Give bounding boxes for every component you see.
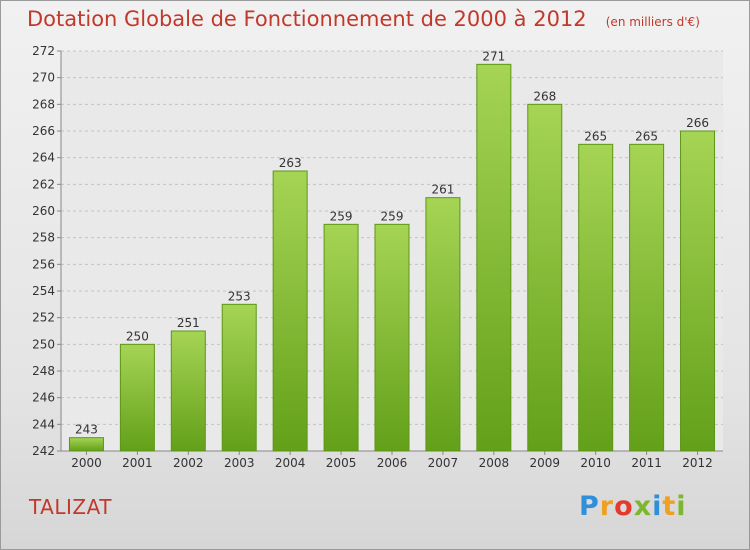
- y-tick-label: 252: [32, 311, 55, 325]
- x-tick-label: 2011: [631, 456, 662, 470]
- logo-letter: x: [633, 491, 653, 522]
- x-tick-label: 2010: [580, 456, 611, 470]
- y-tick-label: 260: [32, 204, 55, 218]
- y-tick-label: 264: [32, 151, 55, 165]
- x-tick-label: 2002: [173, 456, 204, 470]
- bar: [578, 143, 614, 452]
- y-tick-label: 266: [32, 124, 55, 138]
- x-tick-label: 2009: [529, 456, 560, 470]
- data-label: 271: [482, 49, 505, 63]
- logo-letter: t: [662, 491, 677, 522]
- y-tick-label: 254: [32, 284, 55, 298]
- logo-letter: i: [652, 491, 663, 522]
- y-tick-label: 270: [32, 71, 55, 85]
- y-tick-label: 248: [32, 364, 55, 378]
- bar: [221, 303, 257, 452]
- bar: [425, 197, 461, 452]
- data-label: 253: [228, 289, 251, 303]
- x-tick-label: 2005: [326, 456, 357, 470]
- axes: 2422442462482502522542562582602622642662…: [32, 44, 723, 470]
- chart-subtitle: (en milliers d'€): [605, 15, 700, 29]
- x-tick-label: 2003: [224, 456, 255, 470]
- x-tick-label: 2001: [122, 456, 153, 470]
- data-label: 265: [635, 129, 658, 143]
- x-tick-label: 2007: [428, 456, 459, 470]
- data-label: 250: [126, 329, 149, 343]
- y-tick-label: 272: [32, 44, 55, 58]
- bars: [68, 63, 716, 452]
- data-label: 251: [177, 316, 200, 330]
- y-tick-label: 256: [32, 257, 55, 271]
- logo-letter: r: [599, 491, 615, 522]
- bar: [527, 103, 563, 452]
- data-label: 263: [279, 156, 302, 170]
- bar: [374, 223, 410, 452]
- bar: [272, 170, 308, 452]
- logo-letter: o: [614, 491, 634, 522]
- chart-title: Dotation Globale de Fonctionnement de 20…: [27, 7, 587, 31]
- y-tick-label: 258: [32, 231, 55, 245]
- bar: [680, 130, 716, 452]
- x-tick-label: 2012: [682, 456, 713, 470]
- bar: [629, 143, 665, 452]
- y-tick-label: 242: [32, 444, 55, 458]
- logo-letter: i: [676, 491, 687, 522]
- y-tick-label: 246: [32, 391, 55, 405]
- data-label: 265: [584, 129, 607, 143]
- commune-name: TALIZAT: [29, 495, 112, 519]
- y-tick-label: 244: [32, 417, 55, 431]
- logo-letter: P: [579, 491, 600, 522]
- data-label: 259: [330, 209, 353, 223]
- y-tick-label: 262: [32, 177, 55, 191]
- bar: [68, 437, 104, 452]
- y-tick-label: 250: [32, 337, 55, 351]
- data-label: 261: [431, 183, 454, 197]
- data-label: 243: [75, 423, 98, 437]
- data-label: 259: [381, 209, 404, 223]
- bar: [323, 223, 359, 452]
- bar: [170, 330, 206, 452]
- y-tick-label: 268: [32, 97, 55, 111]
- bar: [476, 63, 512, 452]
- x-tick-label: 2006: [377, 456, 408, 470]
- x-tick-label: 2008: [479, 456, 510, 470]
- x-tick-label: 2000: [71, 456, 102, 470]
- proxiti-logo[interactable]: Proxiti: [579, 491, 687, 522]
- data-label: 266: [686, 116, 709, 130]
- data-labels: 243 250 251 253 263 259 259 261 271 268 265 265 266: [75, 49, 709, 436]
- bar: [119, 343, 155, 452]
- title-row: Dotation Globale de Fonctionnement de 20…: [27, 7, 700, 31]
- x-tick-label: 2004: [275, 456, 306, 470]
- data-label: 268: [533, 89, 556, 103]
